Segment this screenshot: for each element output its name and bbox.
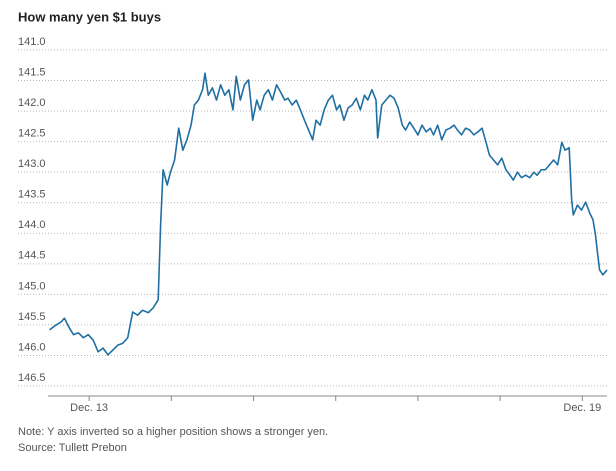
chart-title: How many yen $1 buys — [18, 9, 161, 24]
y-tick-label: 142.0 — [18, 97, 46, 109]
y-tick-label: 146.0 — [18, 341, 46, 353]
y-tick-label: 143.0 — [18, 158, 46, 170]
y-tick-label: 142.5 — [18, 128, 46, 140]
y-tick-label: 144.5 — [18, 250, 46, 262]
x-tick-label: Dec. 19 — [563, 402, 601, 414]
y-tick-label: 141.5 — [18, 66, 46, 78]
y-tick-label: 146.5 — [18, 372, 46, 384]
price-line — [49, 72, 608, 356]
y-tick-label: 144.0 — [18, 219, 46, 231]
y-tick-label: 145.0 — [18, 280, 46, 292]
x-tick-label: Dec. 13 — [70, 402, 108, 414]
y-tick-label: 143.5 — [18, 189, 46, 201]
y-tick-label: 145.5 — [18, 311, 46, 323]
note: Note: Y axis inverted so a higher positi… — [18, 426, 328, 438]
y-tick-label: 141.0 — [18, 36, 46, 48]
source: Source: Tullett Prebon — [18, 442, 127, 454]
